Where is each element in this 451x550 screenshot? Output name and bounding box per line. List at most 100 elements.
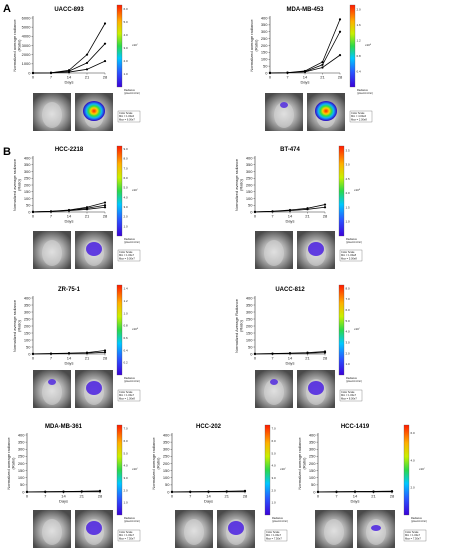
x-tick-label: 0 (26, 494, 29, 499)
chart-title: UACC-893 (54, 7, 84, 13)
color-scale-min: Min = 1.00e7 (341, 393, 357, 397)
chart-4: ZR-75-1 0 50 100 150 200 250 300 350 400 0 7 14 21 28 D… (12, 284, 141, 408)
x-tick-label: 0 (32, 214, 35, 219)
data-point (253, 210, 257, 213)
color-scale-label: Color Scale (119, 250, 133, 254)
colorbar-tick-label: 3.0 (346, 163, 351, 167)
chart-5: UACC-812 0 50 100 150 200 250 300 350 400 0 7 14 21 28… (234, 284, 363, 408)
x-tick-label: 21 (371, 494, 376, 499)
radiance-label-line: Radiance (346, 376, 358, 380)
y-tick-label: 300 (163, 447, 170, 452)
data-point (288, 209, 292, 212)
y-tick-label: 250 (246, 176, 253, 181)
x-tick-label: 28 (103, 75, 108, 80)
colorbar-tick-label: 3.0 (346, 340, 351, 344)
x-axis-label: Days (64, 80, 73, 85)
y-tick-label: 0 (250, 209, 253, 214)
data-point (85, 68, 89, 71)
x-axis-label: Days (285, 361, 294, 366)
colorbar-tick-label: 4.0 (124, 33, 129, 37)
y-tick-label: 5000 (22, 24, 32, 29)
colorbar-tick-label: 2.0 (124, 59, 129, 63)
y-tick-label: 400 (246, 295, 253, 300)
data-point (103, 59, 107, 63)
x-tick-label: 14 (67, 75, 72, 80)
y-tick-label: 100 (24, 337, 31, 342)
y-tick-label: 50 (311, 482, 316, 487)
y-tick-label: 0 (250, 351, 253, 356)
y-tick-label: 100 (309, 475, 316, 480)
x-tick-label: 21 (225, 494, 230, 499)
y-tick-label: 0 (167, 489, 170, 494)
x-tick-label: 7 (44, 494, 47, 499)
data-point (268, 71, 272, 74)
radiance-label-line: Radiance (124, 88, 136, 92)
colorbar-tick-label: 5.0 (272, 451, 277, 455)
data-point (67, 352, 71, 355)
data-point (271, 210, 274, 213)
colorbar-tick-label: 1.0 (272, 501, 277, 505)
y-tick-label: 350 (24, 162, 31, 167)
radiance-label-line: Radiance (124, 516, 136, 520)
x-tick-label: 7 (271, 356, 274, 361)
color-scale-min: Min = 1.00e6 (119, 114, 135, 118)
color-scale-min: Min = 1.00e7 (119, 253, 135, 257)
color-scale-max: Max = 7.50e7 (266, 536, 282, 540)
x-tick-label: 0 (254, 356, 257, 361)
colorbar-exponent: x10⁷ (132, 188, 138, 192)
x-tick-label: 21 (305, 214, 310, 219)
data-point (67, 209, 71, 212)
radiance-label-line: (p/sec/cm²/sr) (124, 240, 140, 244)
colorbar-exponent: x10⁸ (132, 327, 139, 331)
data-point (31, 352, 35, 355)
colorbar-exponent: x10⁷ (280, 467, 286, 471)
y-tick-label: 6000 (22, 15, 32, 20)
x-axis-label: Days (285, 219, 294, 224)
x-tick-label: 0 (317, 494, 320, 499)
data-point (103, 42, 107, 45)
color-scale-max: Max = 2.00e8 (351, 117, 367, 121)
color-scale-max: Max = 6.00e7 (119, 117, 135, 121)
data-point (207, 490, 210, 493)
colorbar-tick-label: 4.0 (124, 464, 129, 468)
y-tick-label: 250 (24, 176, 31, 181)
data-point (31, 210, 35, 213)
x-tick-label: 7 (50, 214, 53, 219)
color-scale-min: Min = 1.00e7 (405, 533, 421, 537)
y-axis-label-line: Normalized average radiance (12, 19, 17, 72)
data-point (44, 490, 47, 493)
data-point (253, 352, 257, 355)
colorbar-tick-label: 2.0 (124, 215, 129, 219)
data-point (98, 490, 102, 493)
data-point (372, 490, 375, 493)
data-point (189, 490, 192, 493)
colorbar-tick-label: 4.0 (272, 464, 277, 468)
mouse-body (324, 519, 344, 545)
y-tick-label: 200 (163, 461, 170, 466)
data-point (103, 22, 107, 25)
color-scale-label: Color Scale (341, 390, 355, 394)
y-tick-label: 150 (261, 50, 268, 55)
signal-hotspot (315, 101, 337, 121)
data-point (31, 71, 35, 75)
y-axis-label-line: (Ratio) (11, 457, 16, 470)
y-tick-label: 300 (261, 29, 268, 34)
y-tick-label: 100 (24, 196, 31, 201)
data-point (243, 490, 247, 493)
x-tick-label: 14 (206, 494, 211, 499)
y-tick-label: 250 (261, 36, 268, 41)
colorbar-tick-label: 0.4 (124, 348, 129, 352)
y-tick-label: 50 (26, 203, 31, 208)
y-axis-label-line: (Ratio) (239, 178, 244, 191)
chart-title: MDA-MB-453 (286, 7, 324, 13)
radiance-label-line: Radiance (357, 88, 369, 92)
data-point (321, 63, 324, 66)
color-scale-box (117, 529, 141, 542)
y-tick-label: 250 (18, 454, 25, 459)
series-line-1 (269, 31, 341, 74)
radiance-label-line: (p/sec/cm²/sr) (411, 519, 427, 523)
y-tick-label: 100 (18, 475, 25, 480)
radiance-label: Radiance (p/sec/cm²/sr) (357, 88, 373, 95)
